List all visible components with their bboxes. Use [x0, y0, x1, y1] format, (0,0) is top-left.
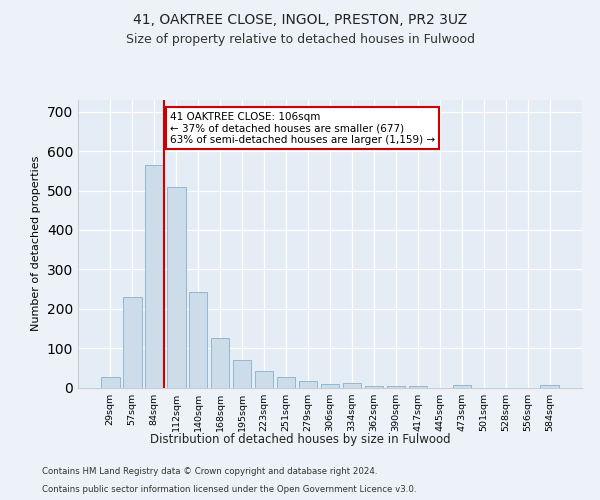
Text: Size of property relative to detached houses in Fulwood: Size of property relative to detached ho…: [125, 32, 475, 46]
Bar: [167, 186, 185, 388]
Bar: [145, 165, 164, 388]
Bar: [343, 383, 361, 388]
Bar: [320, 384, 340, 388]
Bar: [386, 386, 405, 388]
Bar: [299, 381, 317, 388]
Bar: [189, 292, 208, 388]
Bar: [365, 386, 383, 388]
Bar: [541, 385, 559, 388]
Bar: [101, 377, 119, 388]
Bar: [452, 384, 471, 388]
Text: Contains HM Land Registry data © Crown copyright and database right 2024.: Contains HM Land Registry data © Crown c…: [42, 467, 377, 476]
Bar: [233, 360, 251, 388]
Bar: [277, 377, 295, 388]
Text: Distribution of detached houses by size in Fulwood: Distribution of detached houses by size …: [149, 432, 451, 446]
Bar: [255, 371, 274, 388]
Bar: [409, 386, 427, 388]
Bar: [123, 297, 142, 388]
Text: 41 OAKTREE CLOSE: 106sqm
← 37% of detached houses are smaller (677)
63% of semi-: 41 OAKTREE CLOSE: 106sqm ← 37% of detach…: [170, 112, 435, 144]
Bar: [211, 338, 229, 388]
Text: 41, OAKTREE CLOSE, INGOL, PRESTON, PR2 3UZ: 41, OAKTREE CLOSE, INGOL, PRESTON, PR2 3…: [133, 12, 467, 26]
Text: Contains public sector information licensed under the Open Government Licence v3: Contains public sector information licen…: [42, 485, 416, 494]
Y-axis label: Number of detached properties: Number of detached properties: [31, 156, 41, 332]
